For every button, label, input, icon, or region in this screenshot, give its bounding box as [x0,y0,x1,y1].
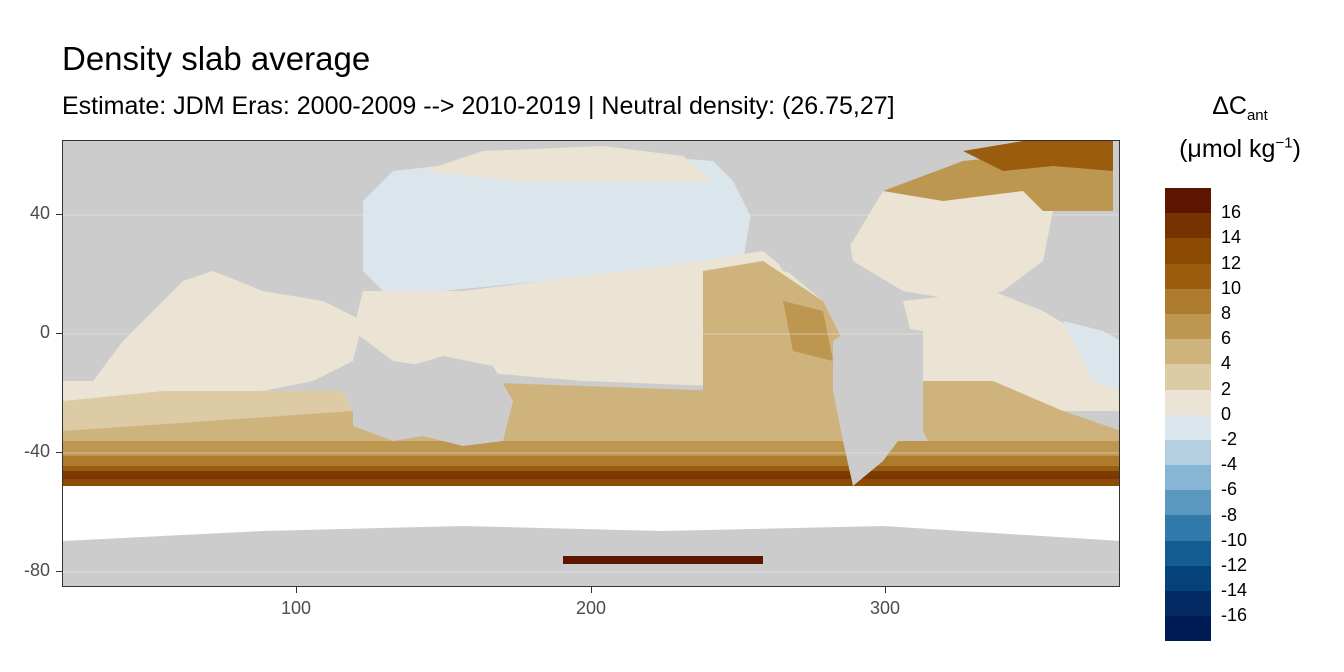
y-tick-mark-minus40 [56,452,62,453]
australia-land [353,356,513,446]
legend-swatch [1165,616,1211,642]
map-canvas [63,141,1119,586]
legend-title-main: ΔC [1212,92,1247,120]
legend-title: ΔCant (μmol kg−1) [1160,86,1320,170]
legend-label: -8 [1221,504,1238,525]
west-african-zone [1063,321,1119,391]
legend-label: 2 [1221,378,1232,399]
y-tick-minus40: -40 [23,441,50,461]
southern-band-3 [63,456,1119,466]
legend-swatch [1165,591,1211,617]
labrador-zone [963,141,1113,171]
legend-swatch [1165,238,1211,264]
north-pacific-upper [423,146,713,181]
x-tick-mark-200 [591,587,592,593]
legend-label: 10 [1221,277,1242,298]
legend-label: 16 [1221,202,1242,223]
y-tick-40: 40 [29,203,50,223]
legend-label: 8 [1221,303,1232,323]
legend-swatch [1165,288,1211,314]
antarctic-shelf-high [563,556,763,564]
x-tick-mark-100 [296,587,297,593]
legend-label: -14 [1221,580,1248,601]
legend-title-sub: ant [1246,107,1268,124]
legend-label: 14 [1221,227,1242,248]
legend-label: -16 [1221,605,1248,626]
indian-ocean-mid [63,391,353,431]
legend-swatch [1165,565,1211,591]
legend-swatch [1165,339,1211,365]
legend-colorbar [1165,188,1211,642]
map-subtitle: Estimate: JDM Eras: 2000-2009 --> 2010-2… [62,92,895,120]
legend-swatch [1165,439,1211,466]
africa-land-2 [63,241,143,381]
indian-ocean-north [63,271,363,401]
legend-swatch [1165,263,1211,289]
legend-swatch [1165,490,1211,516]
legend-swatch [1165,188,1211,214]
x-tick-mark-300 [885,587,886,593]
south-america-land [833,321,923,486]
legend-label: -4 [1221,454,1238,475]
southern-front [63,471,1119,479]
east-pacific-zone [703,261,853,441]
legend-swatch [1165,414,1211,440]
north-america-land [713,141,883,281]
legend-unit-sup: −1 [1275,134,1293,152]
legend-swatch [1165,465,1211,491]
southern-band-2 [63,441,1119,456]
y-tick-mark-minus80 [56,571,62,572]
legend-swatch [1165,540,1211,566]
legend-label: -2 [1221,429,1238,449]
map-panel [62,140,1120,587]
north-atlantic-zone [843,181,1053,301]
legend-swatch [1165,364,1211,390]
legend-swatch [1165,213,1211,239]
map-title: Density slab average [62,40,371,77]
legend-swatch [1165,389,1211,415]
legend-label: 4 [1221,353,1232,374]
east-pacific-core [783,301,833,361]
y-tick-mark-0 [56,333,62,334]
legend-label: -6 [1221,479,1238,500]
x-tick-100: 100 [280,598,312,618]
legend-unit-prefix: (μmol kg [1179,134,1276,163]
legend-unit-suffix: ) [1292,134,1301,163]
legend-swatch [1165,313,1211,340]
legend-label: -12 [1221,555,1248,575]
y-tick-minus80: -80 [23,560,50,580]
x-tick-300: 300 [869,598,901,618]
legend-label: 12 [1221,252,1242,273]
legend-swatch [1165,515,1211,541]
legend-label: 6 [1221,328,1232,349]
x-tick-200: 200 [575,598,607,618]
north-pacific-zone [363,151,753,301]
y-tick-mark-40 [56,214,62,215]
legend-label: -10 [1221,529,1248,550]
legend-label: 0 [1221,403,1232,424]
y-tick-0: 0 [39,322,50,342]
